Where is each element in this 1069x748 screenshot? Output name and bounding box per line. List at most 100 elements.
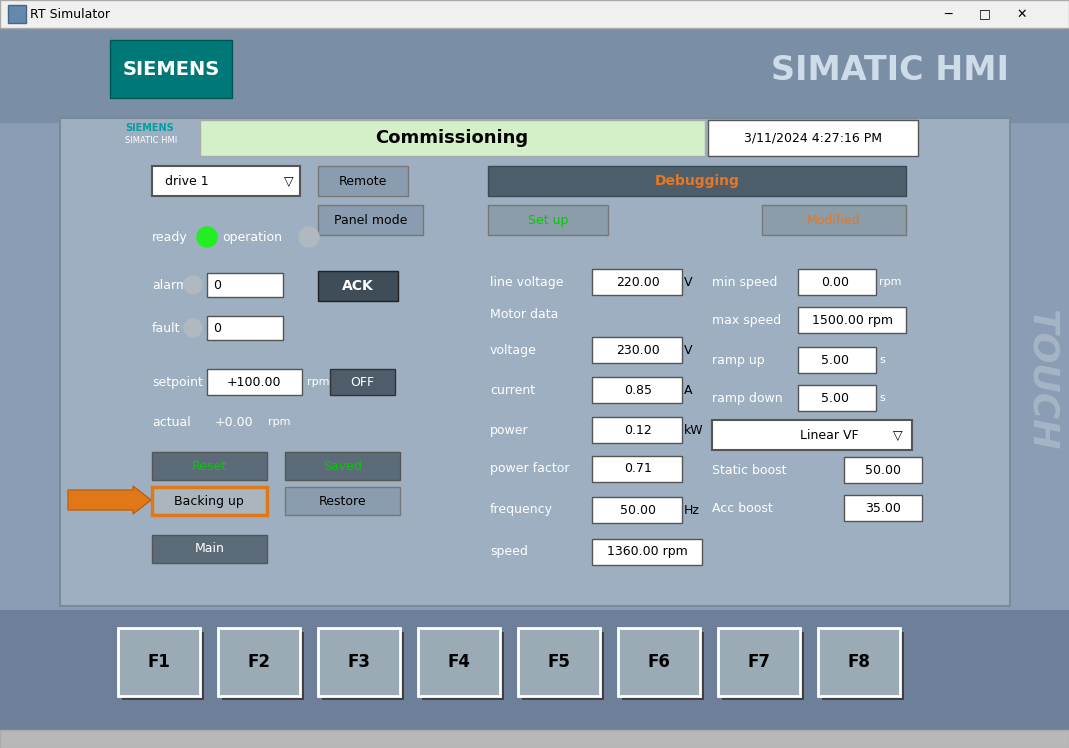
Text: 5.00: 5.00 bbox=[821, 354, 849, 367]
Bar bbox=[797, 307, 907, 333]
Text: operation: operation bbox=[222, 230, 282, 244]
Circle shape bbox=[184, 319, 202, 337]
Circle shape bbox=[184, 276, 202, 294]
Text: ACK: ACK bbox=[342, 279, 374, 293]
Bar bbox=[845, 495, 921, 521]
Text: power: power bbox=[490, 423, 529, 437]
Bar bbox=[845, 457, 921, 483]
Bar bbox=[712, 420, 912, 450]
Text: Debugging: Debugging bbox=[654, 174, 740, 188]
Text: TOUCH: TOUCH bbox=[1025, 309, 1059, 451]
Text: F4: F4 bbox=[448, 653, 470, 671]
Text: drive 1: drive 1 bbox=[165, 174, 208, 188]
Text: F7: F7 bbox=[747, 653, 771, 671]
Text: Saved: Saved bbox=[323, 459, 362, 473]
Bar bbox=[110, 40, 232, 98]
Bar bbox=[592, 539, 702, 565]
Text: line voltage: line voltage bbox=[490, 275, 563, 289]
Circle shape bbox=[197, 227, 217, 247]
Bar bbox=[317, 271, 398, 301]
Bar bbox=[152, 452, 267, 480]
Text: frequency: frequency bbox=[490, 503, 553, 517]
Bar bbox=[797, 269, 876, 295]
Text: A: A bbox=[684, 384, 693, 396]
Text: Reset: Reset bbox=[192, 459, 227, 473]
Bar bbox=[518, 628, 600, 696]
Text: Acc boost: Acc boost bbox=[712, 501, 773, 515]
Bar bbox=[822, 632, 904, 700]
Bar bbox=[722, 632, 804, 700]
Bar bbox=[718, 628, 800, 696]
Bar bbox=[592, 497, 682, 523]
Text: 0.00: 0.00 bbox=[821, 275, 849, 289]
Text: 0: 0 bbox=[213, 322, 221, 334]
Text: fault: fault bbox=[152, 322, 181, 334]
Bar bbox=[592, 417, 682, 443]
Text: Motor data: Motor data bbox=[490, 307, 558, 320]
Bar bbox=[152, 535, 267, 563]
Bar bbox=[0, 28, 1069, 123]
Text: kW: kW bbox=[684, 423, 703, 437]
Text: □: □ bbox=[979, 7, 991, 20]
Text: F1: F1 bbox=[148, 653, 170, 671]
Bar bbox=[592, 269, 682, 295]
FancyArrow shape bbox=[68, 486, 151, 514]
Text: OFF: OFF bbox=[351, 375, 374, 388]
Text: 1500.00 rpm: 1500.00 rpm bbox=[811, 313, 893, 326]
Text: 0.12: 0.12 bbox=[624, 423, 652, 437]
Text: ready: ready bbox=[152, 230, 188, 244]
Text: 35.00: 35.00 bbox=[865, 501, 901, 515]
Bar bbox=[330, 369, 396, 395]
Bar bbox=[489, 205, 608, 235]
Text: rpm: rpm bbox=[879, 277, 901, 287]
Text: SIEMENS: SIEMENS bbox=[125, 123, 174, 133]
Bar bbox=[285, 452, 400, 480]
Bar bbox=[0, 0, 1069, 28]
Text: +0.00: +0.00 bbox=[215, 415, 253, 429]
Bar bbox=[317, 628, 400, 696]
Text: min speed: min speed bbox=[712, 275, 777, 289]
Text: 230.00: 230.00 bbox=[616, 343, 660, 357]
Bar bbox=[592, 456, 682, 482]
Text: Modified: Modified bbox=[807, 213, 861, 227]
Text: V: V bbox=[684, 275, 693, 289]
Bar bbox=[708, 120, 918, 156]
Text: Remote: Remote bbox=[339, 174, 387, 188]
Text: rpm: rpm bbox=[307, 377, 329, 387]
Text: SIMATIC HMI: SIMATIC HMI bbox=[125, 135, 177, 144]
Circle shape bbox=[299, 227, 319, 247]
Bar bbox=[207, 273, 283, 297]
Bar bbox=[622, 632, 704, 700]
Bar bbox=[207, 369, 303, 395]
Text: ▽: ▽ bbox=[284, 174, 294, 188]
Bar bbox=[762, 205, 907, 235]
Bar bbox=[200, 120, 704, 156]
Text: Backing up: Backing up bbox=[174, 494, 244, 507]
Text: 0.85: 0.85 bbox=[624, 384, 652, 396]
Text: 50.00: 50.00 bbox=[620, 503, 656, 517]
Text: Static boost: Static boost bbox=[712, 464, 787, 476]
Bar bbox=[422, 632, 503, 700]
Text: actual: actual bbox=[152, 415, 190, 429]
Bar bbox=[592, 337, 682, 363]
Text: 0: 0 bbox=[213, 278, 221, 292]
Text: rpm: rpm bbox=[268, 417, 291, 427]
Text: Commissioning: Commissioning bbox=[375, 129, 528, 147]
Text: F8: F8 bbox=[848, 653, 870, 671]
Text: F3: F3 bbox=[347, 653, 371, 671]
Text: Hz: Hz bbox=[684, 503, 700, 517]
Text: F6: F6 bbox=[648, 653, 670, 671]
Bar bbox=[322, 632, 404, 700]
Bar bbox=[222, 632, 304, 700]
Text: power factor: power factor bbox=[490, 462, 570, 474]
Text: 3/11/2024 4:27:16 PM: 3/11/2024 4:27:16 PM bbox=[744, 132, 882, 144]
Text: RT Simulator: RT Simulator bbox=[30, 7, 110, 20]
Bar bbox=[592, 377, 682, 403]
Text: 1360.00 rpm: 1360.00 rpm bbox=[606, 545, 687, 559]
Text: 50.00: 50.00 bbox=[865, 464, 901, 476]
Text: ▽: ▽ bbox=[894, 429, 903, 441]
Bar bbox=[152, 487, 267, 515]
Bar bbox=[207, 316, 283, 340]
Bar bbox=[122, 632, 204, 700]
Bar bbox=[818, 628, 900, 696]
